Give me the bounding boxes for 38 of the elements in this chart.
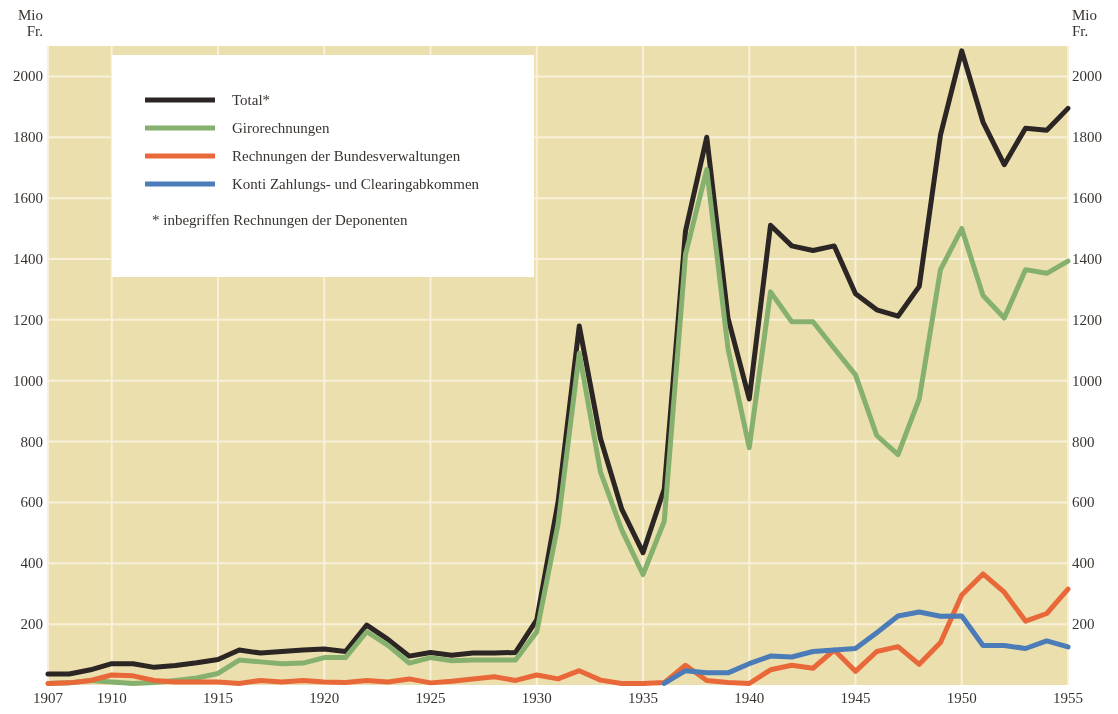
y-tick-label: 400 (20, 555, 43, 572)
y2-tick-label: 1400 (1072, 251, 1102, 267)
y2-tick-label: 400 (1072, 555, 1095, 572)
y2-tick-label: 800 (1072, 433, 1095, 450)
y2-tick-label: 1600 (1072, 190, 1102, 207)
x-tick-label: 1907 (33, 690, 64, 706)
y2-tick-label: 200 (1072, 616, 1095, 633)
y-tick-label: 1400 (13, 251, 43, 267)
y-tick-label: 1600 (13, 190, 43, 207)
y2-tick-label: 1200 (1072, 311, 1102, 328)
y2-tick-label: 1800 (1072, 129, 1102, 146)
y-tick-label: 1000 (13, 372, 43, 389)
y2-tick-label: 600 (1072, 494, 1095, 511)
y-tick-label: 600 (20, 494, 43, 511)
x-tick-label: 1940 (734, 690, 765, 706)
x-tick-label: 1920 (309, 690, 340, 706)
y-tick-label: 2000 (13, 68, 43, 85)
y-tick-label: 200 (20, 616, 43, 633)
y2-tick-label: 2000 (1072, 68, 1102, 85)
x-tick-label: 1945 (840, 690, 871, 706)
legend-label: Rechnungen der Bundesverwaltungen (232, 148, 461, 164)
y-tick-label: 800 (20, 433, 43, 450)
y-tick-label: 1200 (13, 311, 43, 328)
y2-axis-title: Mio Fr. (1072, 7, 1098, 39)
legend-label: Total* (232, 92, 271, 108)
legend-label: Girorechnungen (232, 120, 330, 136)
x-tick-label: 1925 (415, 690, 446, 706)
y2-tick-label: 1000 (1072, 372, 1102, 389)
x-tick-label: 1915 (203, 690, 233, 706)
y-tick-label: 1800 (13, 129, 43, 146)
x-tick-label: 1950 (946, 690, 977, 706)
y-axis-title: Mio Fr. (17, 7, 43, 39)
x-tick-label: 1955 (1053, 690, 1083, 706)
x-tick-label: 1930 (521, 690, 552, 706)
x-tick-label: 1935 (628, 690, 658, 706)
annotation: * inbegriffen Rechnungen der Deponenten (152, 212, 408, 228)
x-tick-label: 1910 (96, 690, 127, 706)
legend-label: Konti Zahlungs- und Clearingabkommen (232, 176, 480, 192)
